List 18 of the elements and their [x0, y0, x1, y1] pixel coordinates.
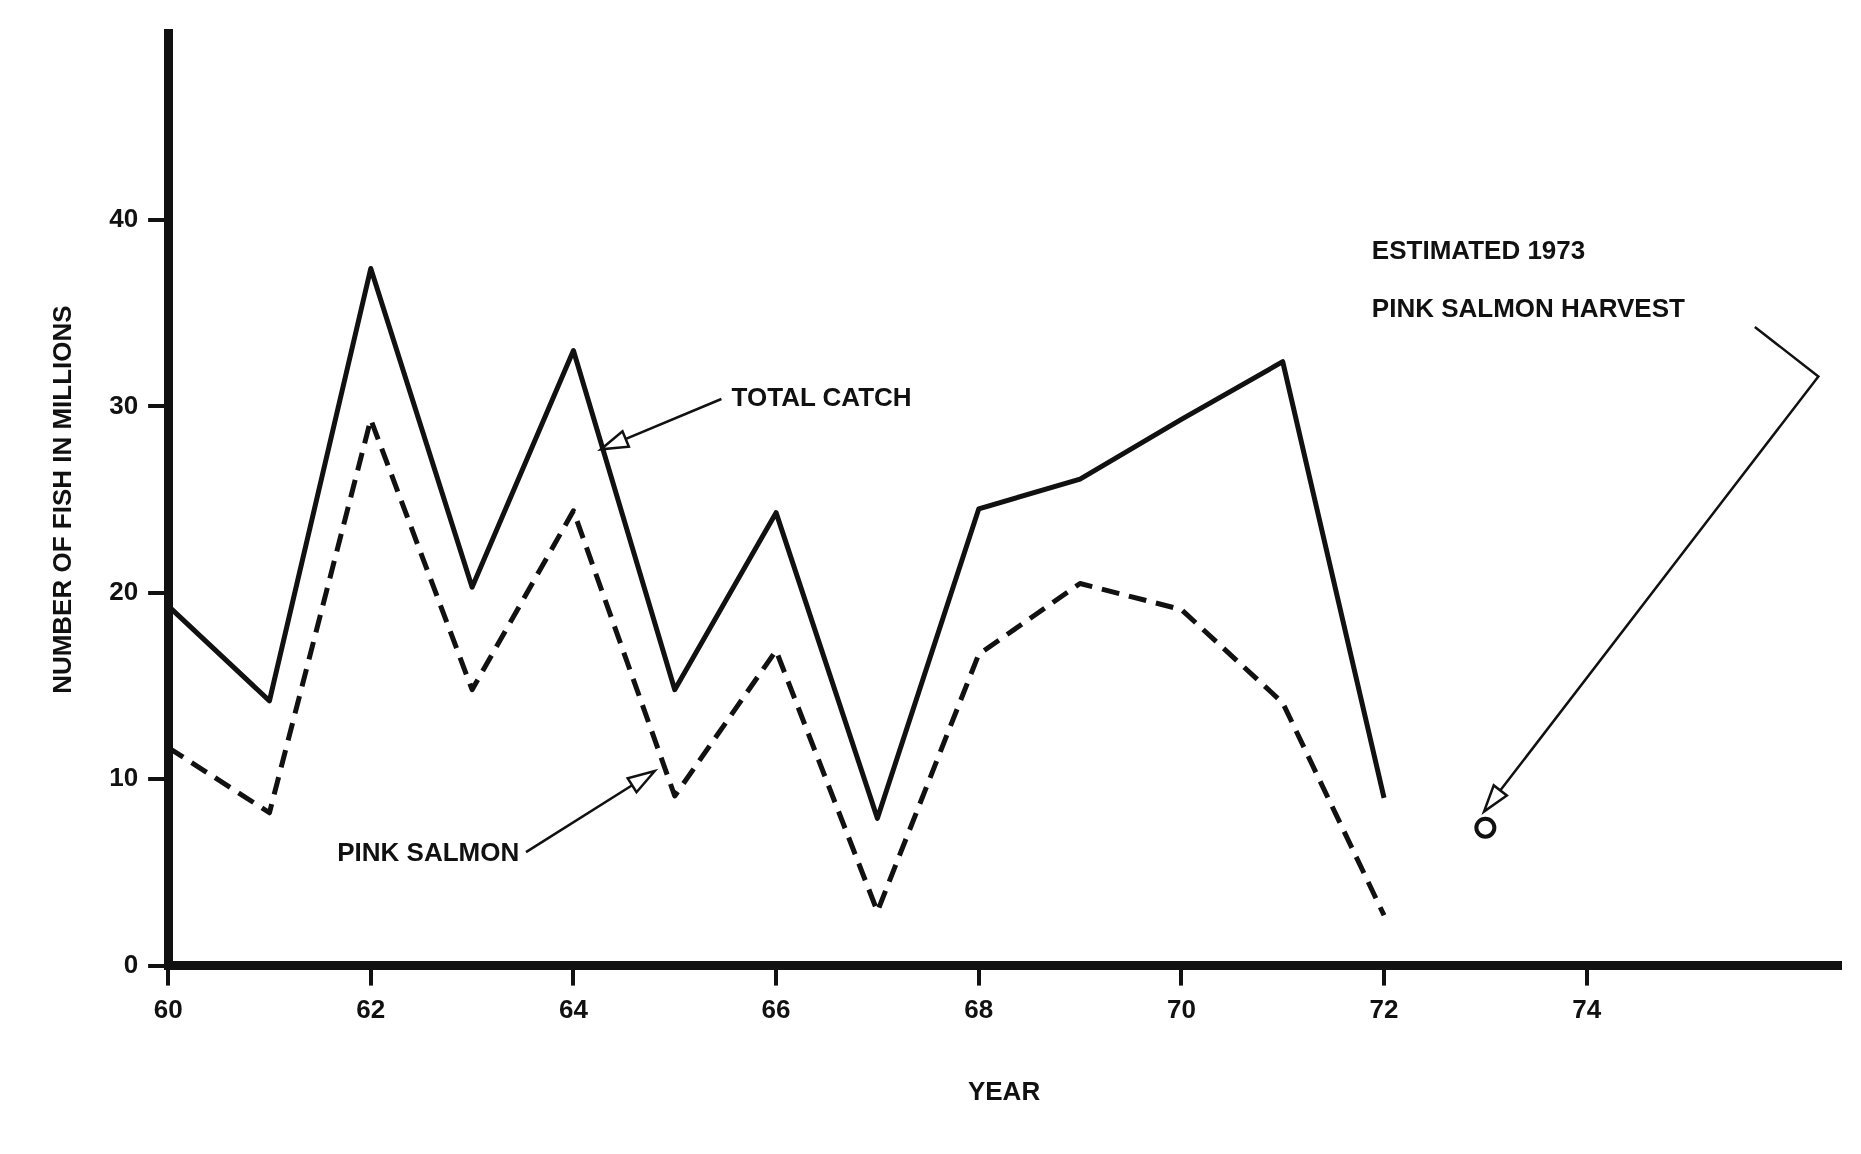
y-axis-title: NUMBER OF FISH IN MILLIONS	[46, 305, 77, 694]
annotation: TOTAL CATCH	[731, 382, 912, 413]
x-tick-label: 64	[558, 994, 589, 1025]
y-tick-label: 40	[109, 203, 139, 234]
y-tick-label: 20	[109, 575, 139, 606]
y-tick-label: 0	[123, 948, 139, 979]
x-tick-label: 60	[153, 994, 183, 1025]
y-tick-label: 10	[109, 762, 139, 793]
x-axis-title: YEAR	[967, 1075, 1041, 1106]
x-tick-label: 70	[1166, 994, 1196, 1025]
x-tick-label: 66	[761, 994, 791, 1025]
x-tick-label: 68	[964, 994, 994, 1025]
y-tick-label: 30	[109, 389, 139, 420]
x-tick-label: 62	[356, 994, 386, 1025]
annotation: ESTIMATED 1973 PINK SALMON HARVEST	[1371, 234, 1685, 323]
x-tick-label: 72	[1369, 994, 1399, 1025]
x-tick-label: 74	[1572, 994, 1602, 1025]
annotation: PINK SALMON	[337, 836, 520, 867]
